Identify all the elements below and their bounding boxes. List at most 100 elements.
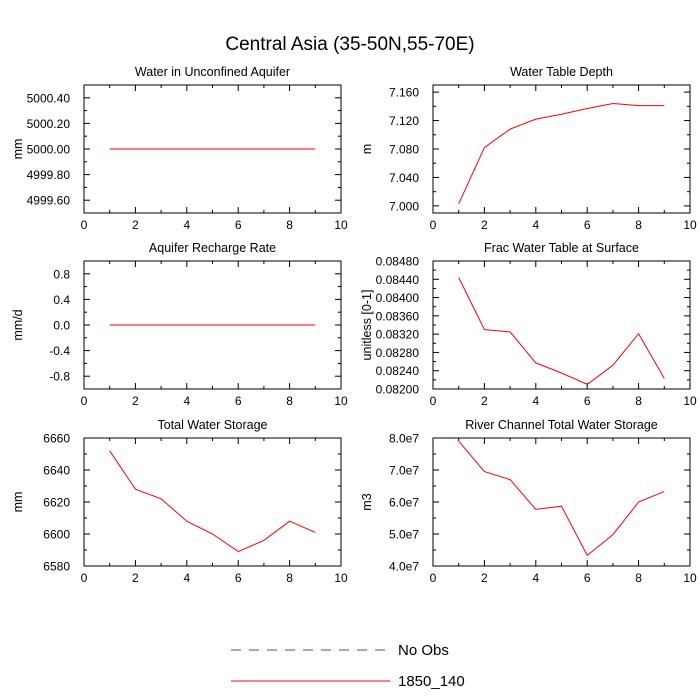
chart-river-channel-total-water-storage: River Channel Total Water Storage m3 0 2 4 6 8… [360, 418, 697, 585]
x-tick-label: 8 [286, 218, 293, 232]
plot-frame [432, 260, 691, 390]
x-tick-label: 6 [584, 218, 591, 232]
y-tick-label: 0.08400 [376, 291, 420, 305]
x-tick-label: 4 [183, 218, 190, 232]
y-tick-label: 7.000 [389, 199, 419, 213]
series-line-1850-140 [458, 440, 665, 557]
y-axis-label: mm [11, 492, 25, 513]
y-tick-label: 0.0 [53, 319, 70, 333]
plot-frame [83, 437, 342, 567]
x-tick-label: 10 [683, 571, 697, 585]
plot-frame [432, 84, 691, 214]
y-tick-label: 0.08280 [376, 346, 420, 360]
legend: No Obs 1850_140 [231, 642, 465, 690]
y-tick-label: 5.0e7 [389, 528, 419, 542]
x-tick-label: 10 [683, 218, 697, 232]
y-tick-label: 4999.60 [27, 194, 71, 208]
x-tick-label: 2 [481, 571, 488, 585]
y-axis-label: m [360, 144, 374, 154]
y-tick-label: 0.08440 [376, 273, 420, 287]
x-tick-label: 8 [286, 571, 293, 585]
page-title: Central Asia (35-50N,55-70E) [225, 34, 475, 55]
x-tick-label: 0 [81, 218, 88, 232]
x-tick-label: 8 [635, 394, 642, 408]
x-tick-label: 10 [334, 571, 348, 585]
y-axis-label: unitless [0-1] [360, 290, 374, 361]
x-tick-label: 10 [334, 394, 348, 408]
x-tick-label: 10 [683, 394, 697, 408]
y-axis-label: mm [11, 139, 25, 160]
y-tick-label: 0.08240 [376, 364, 420, 378]
x-tick-label: 6 [235, 218, 242, 232]
x-tick-label: 4 [183, 394, 190, 408]
chart-title: Total Water Storage [157, 418, 267, 432]
y-tick-label: 7.080 [389, 143, 419, 157]
x-tick-label: 4 [532, 218, 539, 232]
x-tick-label: 0 [430, 571, 437, 585]
chart-aquifer-recharge-rate: Aquifer Recharge Rate mm/d 0 2 4 6 8 10 -0.8 -0.4… [11, 241, 348, 408]
y-tick-label: 5000.40 [27, 91, 71, 105]
y-tick-label: 5000.00 [27, 143, 71, 157]
chart-title: Water in Unconfined Aquifer [135, 65, 290, 79]
y-tick-label: 7.0e7 [389, 464, 419, 478]
y-tick-label: 4999.80 [27, 168, 71, 182]
series-line-1850-140 [458, 277, 665, 385]
y-tick-label: 0.08320 [376, 328, 420, 342]
x-tick-label: 2 [132, 218, 139, 232]
series-line-1850-140 [109, 450, 316, 553]
x-tick-label: 6 [235, 571, 242, 585]
x-tick-label: 6 [584, 394, 591, 408]
chart-title: Aquifer Recharge Rate [149, 241, 276, 255]
y-tick-label: 6.0e7 [389, 496, 419, 510]
y-tick-label: 6660 [43, 432, 70, 446]
y-tick-label: 5000.20 [27, 117, 71, 131]
chart-title: Water Table Depth [510, 65, 613, 79]
y-axis-label: m3 [360, 493, 374, 510]
y-tick-label: -0.8 [49, 370, 70, 384]
x-tick-label: 8 [635, 571, 642, 585]
x-tick-label: 6 [235, 394, 242, 408]
x-tick-label: 2 [132, 571, 139, 585]
y-tick-label: 6580 [43, 560, 70, 574]
x-tick-label: 8 [635, 218, 642, 232]
y-tick-label: 0.08200 [376, 383, 420, 397]
y-axis-label: mm/d [11, 309, 25, 340]
chart-water-table-depth: Water Table Depth m 0 2 4 6 8 10 7.000 7.040 7.080… [360, 65, 697, 232]
y-tick-label: 0.08480 [376, 255, 420, 269]
x-tick-label: 0 [430, 394, 437, 408]
y-tick-label: 4.0e7 [389, 560, 419, 574]
x-tick-label: 0 [430, 218, 437, 232]
x-tick-label: 6 [584, 571, 591, 585]
x-tick-label: 0 [81, 394, 88, 408]
y-tick-label: 6640 [43, 464, 70, 478]
x-tick-label: 0 [81, 571, 88, 585]
chart-title: Frac Water Table at Surface [484, 241, 639, 255]
x-tick-label: 2 [481, 394, 488, 408]
x-tick-label: 4 [532, 394, 539, 408]
series-line-1850-140 [458, 102, 665, 205]
x-tick-label: 4 [532, 571, 539, 585]
y-tick-label: -0.4 [49, 344, 70, 358]
y-tick-label: 7.160 [389, 86, 419, 100]
chart-title: River Channel Total Water Storage [465, 418, 658, 432]
x-tick-label: 10 [334, 218, 348, 232]
x-tick-label: 8 [286, 394, 293, 408]
chart-total-water-storage: Total Water Storage mm 0 2 4 6 8 10 6580 6600 6620… [11, 418, 348, 585]
y-tick-label: 6600 [43, 528, 70, 542]
chart-water-in-unconfined-aquifer: Water in Unconfined Aquifer mm 0 2 4 6 8 10 4999… [11, 65, 348, 232]
plot-frame [432, 437, 691, 567]
y-tick-label: 6620 [43, 496, 70, 510]
y-tick-label: 8.0e7 [389, 432, 419, 446]
x-tick-label: 4 [183, 571, 190, 585]
y-tick-label: 0.4 [53, 293, 70, 307]
chart-frac-water-table-at-surface: Frac Water Table at Surface unitless [0-1… [360, 241, 697, 408]
y-tick-label: 7.120 [389, 114, 419, 128]
y-tick-label: 7.040 [389, 171, 419, 185]
y-tick-label: 0.08360 [376, 309, 420, 323]
legend-label-1850-140: 1850_140 [398, 673, 465, 690]
legend-label-no-obs: No Obs [398, 642, 449, 659]
y-tick-label: 0.8 [53, 267, 70, 281]
x-tick-label: 2 [132, 394, 139, 408]
x-tick-label: 2 [481, 218, 488, 232]
